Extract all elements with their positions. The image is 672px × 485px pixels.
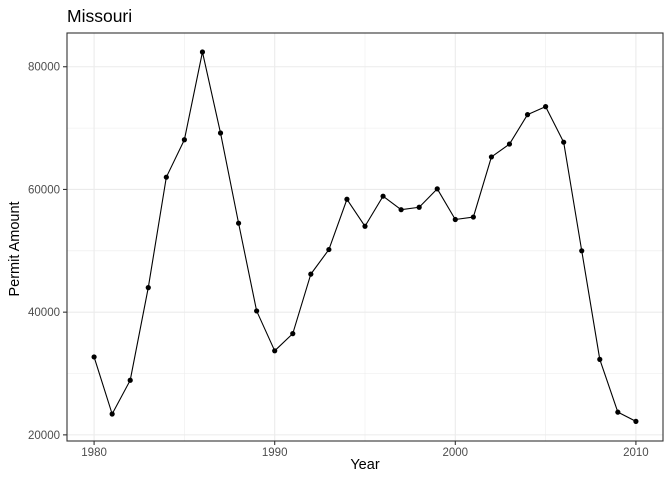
x-tick-label: 1980 <box>81 447 107 459</box>
data-point <box>199 49 206 55</box>
panel-border <box>66 32 664 442</box>
data-point <box>254 308 260 314</box>
data-point <box>91 354 97 360</box>
data-point <box>181 137 187 143</box>
data-point <box>633 418 639 424</box>
y-tick-label: 40000 <box>28 307 60 319</box>
major-gridlines <box>67 33 663 441</box>
data-point <box>145 285 151 291</box>
axis-ticks <box>63 66 637 445</box>
chart-title: Missouri <box>67 6 132 26</box>
data-point <box>290 331 296 337</box>
data-point <box>127 377 133 383</box>
series-layer <box>91 49 639 424</box>
data-point <box>380 193 386 199</box>
data-point <box>543 104 549 110</box>
data-point <box>217 130 224 136</box>
data-point <box>615 409 621 415</box>
data-point <box>488 154 495 160</box>
data-point <box>470 214 476 220</box>
y-tick-label: 60000 <box>28 184 60 196</box>
data-point <box>326 246 332 253</box>
data-point <box>362 223 368 229</box>
data-point <box>524 112 531 118</box>
data-point <box>344 196 350 202</box>
y-tick-label: 80000 <box>28 62 60 74</box>
data-point <box>109 411 115 417</box>
data-point <box>163 174 169 180</box>
data-point <box>416 204 422 210</box>
data-point <box>272 348 278 354</box>
data-point <box>398 207 404 213</box>
y-axis-title: Permit Amount <box>7 201 23 296</box>
x-axis-title: Year <box>350 457 379 473</box>
data-point <box>235 220 242 226</box>
data-point <box>597 356 603 362</box>
data-point <box>308 271 314 277</box>
x-tick-label: 2000 <box>443 447 469 459</box>
data-point <box>579 248 585 254</box>
x-tick-label: 1990 <box>262 447 288 459</box>
y-tick-label: 20000 <box>28 430 60 442</box>
minor-gridlines <box>67 33 663 441</box>
data-point <box>506 141 513 147</box>
data-point <box>452 216 458 223</box>
data-point <box>561 139 567 145</box>
tick-labels: 1980 1990 2000 2010 20000 40000 60000 80000 <box>28 62 649 459</box>
data-point <box>434 186 440 192</box>
x-tick-label: 2010 <box>623 447 649 459</box>
